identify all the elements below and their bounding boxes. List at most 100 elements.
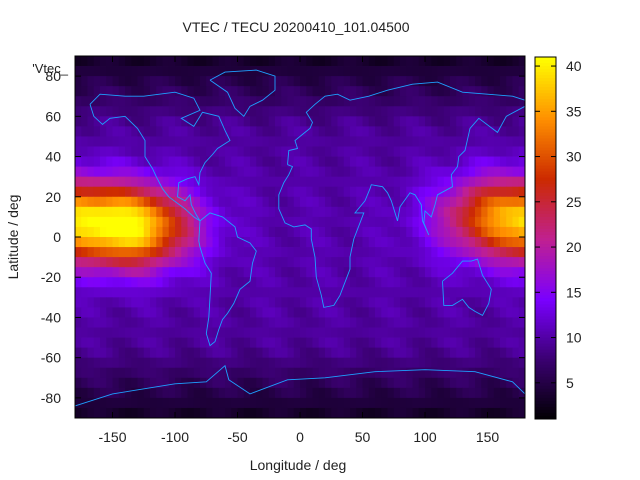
heatmap-cell (262, 226, 270, 238)
heatmap-cell (325, 387, 332, 399)
heatmap-cell (443, 176, 451, 188)
heatmap-cell (331, 56, 338, 67)
heatmap-cell (343, 86, 351, 97)
colorbar-segment (535, 60, 556, 64)
heatmap-cell (318, 166, 326, 178)
heatmap-cell (331, 226, 338, 238)
heatmap-cell (93, 156, 101, 168)
heatmap-cell (100, 136, 107, 147)
heatmap-cell (462, 247, 470, 258)
heatmap-cell (262, 387, 270, 399)
heatmap-cell (362, 347, 370, 359)
heatmap-cell (387, 407, 395, 419)
heatmap-cell (193, 277, 201, 288)
heatmap-cell (125, 176, 132, 188)
heatmap-cell (181, 76, 188, 87)
heatmap-cell (125, 86, 132, 97)
heatmap-cell (300, 196, 307, 208)
heatmap-cell (118, 116, 126, 127)
heatmap-cell (187, 337, 195, 349)
heatmap-cell (412, 206, 420, 218)
heatmap-cell (250, 56, 257, 67)
heatmap-cell (318, 347, 326, 359)
heatmap-cell (218, 337, 226, 349)
heatmap-cell (281, 76, 288, 87)
heatmap-cell (187, 96, 195, 107)
heatmap-cell (275, 247, 282, 258)
heatmap-cell (281, 206, 288, 218)
heatmap-cell (137, 126, 145, 137)
heatmap-cell (375, 96, 382, 107)
heatmap-cell (487, 257, 495, 268)
heatmap-cell (268, 237, 276, 248)
heatmap-cell (468, 186, 476, 198)
heatmap-cell (143, 327, 151, 338)
heatmap-cell (500, 226, 507, 238)
heatmap-cell (137, 367, 145, 379)
heatmap-cell (331, 397, 338, 409)
heatmap-cell (112, 277, 120, 288)
heatmap-cell (175, 237, 182, 248)
heatmap-cell (500, 196, 507, 208)
heatmap-cell (75, 206, 82, 218)
heatmap-cell (237, 287, 245, 298)
heatmap-cell (343, 186, 351, 198)
heatmap-cell (312, 206, 320, 218)
heatmap-cell (437, 367, 445, 379)
heatmap-cell (300, 226, 307, 238)
heatmap-cell (437, 247, 445, 258)
colorbar-segment (535, 319, 556, 323)
heatmap-cell (181, 327, 188, 338)
heatmap-cell (500, 297, 507, 308)
heatmap-cell (93, 196, 101, 208)
heatmap-cell (212, 357, 220, 369)
heatmap-cell (162, 196, 170, 208)
heatmap-cell (506, 257, 513, 268)
heatmap-cell (312, 66, 320, 77)
heatmap-cell (150, 407, 157, 419)
heatmap-cell (193, 347, 201, 359)
heatmap-cell (350, 196, 357, 208)
heatmap-cell (150, 307, 157, 318)
heatmap-cell (450, 277, 457, 288)
heatmap-cell (425, 307, 432, 318)
heatmap-cell (287, 156, 295, 168)
heatmap-cell (112, 126, 120, 137)
heatmap-cell (162, 106, 170, 117)
heatmap-cell (150, 56, 157, 67)
colorbar-segment (535, 201, 556, 206)
heatmap-cell (231, 237, 238, 248)
heatmap-cell (287, 307, 295, 318)
heatmap-cell (168, 176, 176, 188)
heatmap-cell (475, 357, 482, 369)
heatmap-cell (362, 156, 370, 168)
heatmap-cell (118, 76, 126, 87)
heatmap-cell (281, 186, 288, 198)
heatmap-cell (400, 116, 407, 127)
heatmap-cell (137, 337, 145, 349)
heatmap-cell (87, 206, 95, 218)
heatmap-cell (337, 116, 345, 127)
heatmap-cell (81, 146, 88, 157)
heatmap-cell (87, 66, 95, 77)
heatmap-cell (168, 387, 176, 399)
heatmap-cell (243, 216, 251, 228)
colorbar-segment (535, 316, 556, 320)
heatmap-cell (425, 317, 432, 328)
heatmap-cell (300, 186, 307, 198)
heatmap-cell (100, 277, 107, 288)
heatmap-cell (468, 156, 476, 168)
heatmap-cell (125, 347, 132, 359)
heatmap-cell (356, 126, 363, 137)
heatmap-cell (356, 247, 363, 258)
heatmap-cell (381, 237, 388, 248)
heatmap-cell (381, 156, 388, 168)
heatmap-cell (456, 206, 463, 218)
heatmap-cell (418, 196, 426, 208)
heatmap-cell (406, 287, 413, 298)
heatmap-cell (212, 317, 220, 328)
heatmap-cell (256, 216, 263, 228)
heatmap-cell (81, 56, 88, 67)
heatmap-cell (106, 397, 113, 409)
heatmap-cell (187, 267, 195, 278)
